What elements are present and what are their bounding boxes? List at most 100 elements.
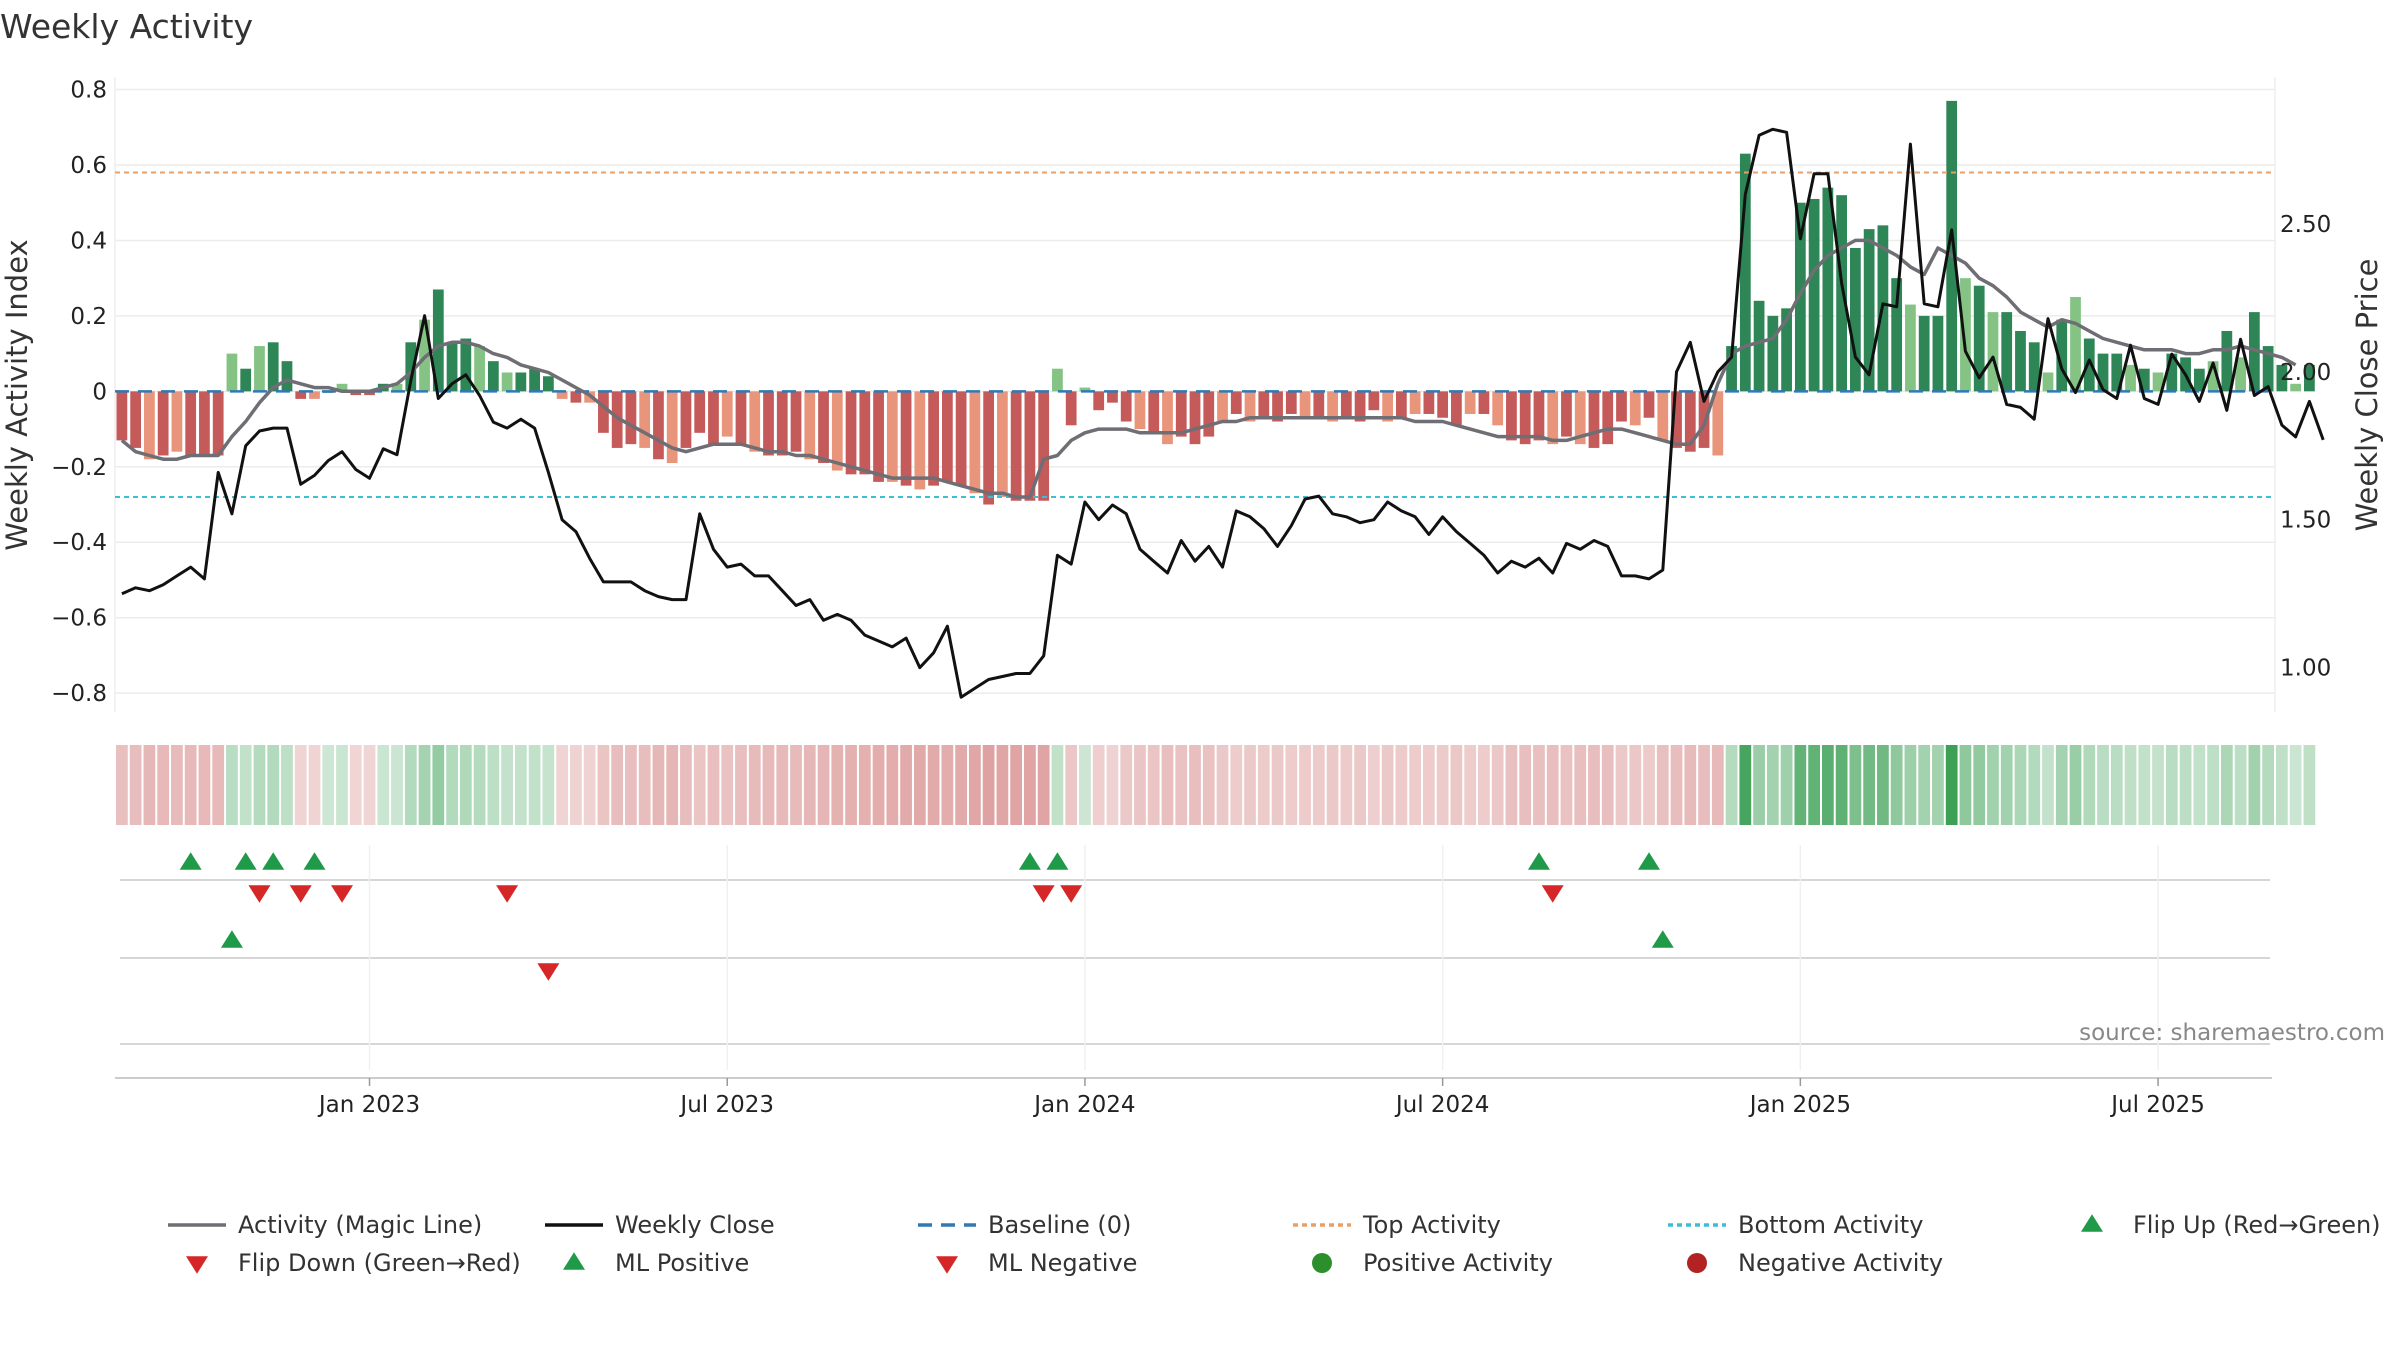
- legend-swatch-tri-up-icon: [563, 1252, 585, 1270]
- heat-cell: [198, 745, 211, 825]
- heat-cell: [2138, 745, 2151, 825]
- activity-bar: [2235, 357, 2246, 392]
- heat-cell: [1326, 745, 1339, 825]
- activity-bar: [680, 391, 692, 448]
- heat-cell: [1533, 745, 1545, 825]
- heat-cell: [680, 745, 692, 825]
- heat-cell: [239, 745, 252, 825]
- heat-cell: [377, 745, 390, 825]
- y-tick-left: 0.8: [70, 78, 107, 104]
- heat-cell: [2179, 745, 2192, 825]
- heat-cell: [2165, 745, 2178, 825]
- heat-cell: [1725, 745, 1738, 825]
- x-tick-label: Jul 2023: [678, 1092, 774, 1118]
- heat-cell: [1092, 745, 1105, 825]
- heat-cell: [1987, 745, 1999, 825]
- heat-cell: [1546, 745, 1559, 825]
- activity-bar: [2262, 346, 2274, 392]
- activity-bar: [1423, 391, 1435, 414]
- heat-cell: [446, 745, 458, 825]
- heat-cell: [2097, 745, 2109, 825]
- activity-bar: [1905, 304, 1916, 392]
- activity-bar: [2083, 338, 2095, 392]
- activity-bar: [1065, 391, 1077, 426]
- heat-cell: [143, 745, 156, 825]
- legend-swatch-tri-up-icon: [2081, 1214, 2103, 1232]
- y-tick-left: 0: [92, 379, 107, 405]
- activity-bar: [2290, 383, 2302, 392]
- heat-cell: [226, 745, 238, 825]
- heat-cell: [336, 745, 348, 825]
- activity-bar: [776, 391, 788, 456]
- activity-bar: [157, 391, 169, 456]
- heat-cell: [1615, 745, 1628, 825]
- heat-cell: [968, 745, 981, 825]
- heat-cell: [2207, 745, 2219, 825]
- heat-cell: [1560, 745, 1573, 825]
- legend-item: Flip Down (Green→Red): [186, 1249, 521, 1277]
- activity-bar: [708, 391, 719, 445]
- activity-bar: [790, 391, 802, 452]
- activity-bar: [309, 391, 320, 399]
- heat-cell: [1519, 745, 1532, 825]
- heat-cell: [281, 745, 293, 825]
- activity-bar: [1327, 391, 1338, 422]
- heat-cell: [1808, 745, 1820, 825]
- chart-title: Weekly Activity: [0, 7, 253, 46]
- legend-label: ML Positive: [615, 1249, 749, 1277]
- heat-cell: [1863, 745, 1876, 825]
- activity-bar: [1244, 391, 1256, 422]
- heat-cell: [1024, 745, 1036, 825]
- activity-bar: [1395, 391, 1407, 418]
- activity-bar: [1203, 391, 1215, 437]
- heat-cell: [1835, 745, 1848, 825]
- legend-label: Weekly Close: [615, 1211, 775, 1239]
- heat-cell: [1684, 745, 1697, 825]
- y-tick-right: 1.00: [2280, 656, 2331, 682]
- heat-cell: [1175, 745, 1188, 825]
- activity-bar: [2125, 364, 2136, 392]
- activity-bar: [997, 391, 1008, 497]
- heat-cell: [1959, 745, 1972, 825]
- heat-cell: [735, 745, 747, 825]
- heat-cell: [652, 745, 665, 825]
- activity-bar: [1533, 391, 1545, 441]
- activity-bar: [598, 391, 609, 433]
- activity-bar: [1712, 391, 1724, 456]
- heat-cell: [116, 745, 128, 825]
- heat-cell: [762, 745, 775, 825]
- heat-cell: [1120, 745, 1133, 825]
- activity-bar: [804, 391, 816, 460]
- legend-swatch-dot-icon: [1312, 1253, 1332, 1273]
- activity-bar: [653, 391, 664, 460]
- heat-cell: [982, 745, 995, 825]
- x-tick-label: Jul 2024: [1394, 1092, 1490, 1118]
- heat-cell: [2248, 745, 2261, 825]
- legend-swatch-dot-icon: [1687, 1253, 1707, 1273]
- heat-cell: [927, 745, 940, 825]
- legend-item: Baseline (0): [918, 1211, 1131, 1239]
- series-lines: [120, 127, 2325, 699]
- heat-cell: [858, 745, 871, 825]
- heat-cell: [514, 745, 527, 825]
- activity-bar: [749, 391, 761, 452]
- heat-cell: [363, 745, 376, 825]
- heat-cell: [184, 745, 197, 825]
- activity-bar: [969, 391, 981, 494]
- activity-bar: [2028, 342, 2040, 392]
- activity-bar: [570, 391, 582, 403]
- activity-bar: [1217, 391, 1228, 422]
- heat-cell: [1574, 745, 1587, 825]
- legend-label: ML Negative: [988, 1249, 1137, 1277]
- legend-item: Weekly Close: [545, 1211, 775, 1239]
- heat-cell: [1161, 745, 1174, 825]
- legend-item: Negative Activity: [1687, 1249, 1943, 1277]
- activity-bar: [1368, 391, 1380, 411]
- activity-bar: [831, 391, 843, 471]
- flip-up-marker: [1018, 852, 1041, 870]
- heat-cell: [2028, 745, 2041, 825]
- activity-bar: [1643, 391, 1655, 418]
- activity-bar: [1354, 391, 1366, 422]
- legend-label: Flip Up (Red→Green): [2133, 1211, 2381, 1239]
- heat-cell: [1312, 745, 1325, 825]
